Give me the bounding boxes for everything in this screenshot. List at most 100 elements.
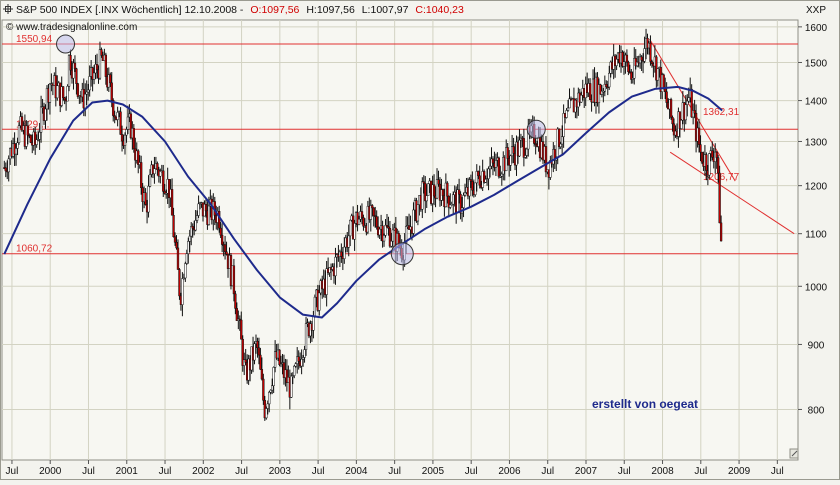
candle-body <box>432 184 436 197</box>
candle-body <box>357 218 361 225</box>
candle-body <box>67 54 71 87</box>
x-tick-label: Jul <box>159 466 172 477</box>
candle-body <box>4 167 7 172</box>
candle-body <box>477 171 480 177</box>
candle-body <box>669 99 673 118</box>
candle-body <box>485 178 489 180</box>
svg-text:S&P 500 INDEX [.INX Wöchentli: S&P 500 INDEX [.INX Wöchentlich] 12.10.2… <box>16 4 464 16</box>
candle-body <box>238 318 241 321</box>
candle-body <box>435 179 439 199</box>
candle-body <box>343 246 346 259</box>
candle-body <box>75 68 78 84</box>
candle-body <box>313 296 317 317</box>
candle-body <box>29 135 32 143</box>
move-icon[interactable] <box>3 4 13 14</box>
x-tick-label: Jul <box>465 466 478 477</box>
x-tick-label: 2001 <box>116 466 139 477</box>
moving-average-layer <box>3 85 723 319</box>
candle-body <box>605 84 608 87</box>
candle-body <box>693 110 696 114</box>
candle-body <box>719 222 723 242</box>
candle-body <box>300 358 303 367</box>
candle-body <box>640 56 643 61</box>
candle-body <box>62 86 65 98</box>
highlight-circle <box>526 119 546 139</box>
candle-body <box>148 174 152 187</box>
candle-body <box>421 181 424 210</box>
candle-body <box>633 58 636 79</box>
candle-body <box>549 159 552 178</box>
candle-body <box>662 74 665 89</box>
y-tick-label: 1200 <box>805 182 828 193</box>
candle-body <box>259 354 262 370</box>
candle-body <box>568 98 571 109</box>
x-tick-label: 2006 <box>498 466 521 477</box>
candle-body <box>390 240 393 247</box>
candle-body <box>240 319 243 340</box>
x-tick-label: Jul <box>618 466 631 477</box>
candle-body <box>600 90 604 95</box>
candle-body <box>290 375 293 398</box>
candle-body <box>544 146 548 173</box>
x-tick-label: 2004 <box>345 466 368 477</box>
candle-body <box>304 323 308 350</box>
candle-body <box>371 205 374 209</box>
candle-body <box>262 378 265 401</box>
header: S&P 500 INDEX [.INX Wöchentlich] 12.10.2… <box>3 4 826 33</box>
candle-body <box>225 251 228 255</box>
candle-body <box>162 170 165 192</box>
candle-body <box>630 71 633 80</box>
candle-body <box>176 247 180 270</box>
candle-body <box>560 136 564 145</box>
candle-body <box>163 191 166 194</box>
y-tick-label: 900 <box>808 340 825 351</box>
candle-body <box>218 211 221 229</box>
candle-body <box>369 205 372 220</box>
x-tick-label: Jul <box>82 466 95 477</box>
candle-body <box>185 253 188 264</box>
candle-body <box>559 143 562 148</box>
candle-body <box>534 143 537 145</box>
candle-body <box>181 278 184 305</box>
candle-body <box>318 292 321 311</box>
candle-body <box>416 204 420 222</box>
candle-body <box>468 179 471 197</box>
candle-body <box>385 225 389 228</box>
candle-body <box>482 171 486 183</box>
candle-body <box>325 268 328 295</box>
candle-body <box>474 182 477 195</box>
candle-body <box>391 229 395 242</box>
resize-handle-icon[interactable] <box>789 448 799 459</box>
candle-body <box>88 76 91 91</box>
candle-body <box>525 148 528 156</box>
candle-body <box>459 193 462 214</box>
x-tick-label: 2003 <box>269 466 292 477</box>
candle-body <box>615 59 618 66</box>
candle-body <box>427 183 430 196</box>
candle-body <box>360 211 364 218</box>
candle-body <box>7 158 10 173</box>
candle-body <box>562 113 565 137</box>
candle-body <box>690 88 693 118</box>
candle-body <box>291 375 294 377</box>
candle-body <box>631 77 634 80</box>
candle-body <box>95 64 99 71</box>
x-tick-label: 2009 <box>728 466 751 477</box>
x-tick-label: Jul <box>312 466 325 477</box>
candle-body <box>603 84 606 92</box>
candle-body <box>285 369 289 383</box>
candle-body <box>374 215 377 217</box>
candle-body <box>144 192 147 205</box>
candle-body <box>84 93 87 109</box>
candle-body <box>478 175 481 186</box>
candle-body <box>697 127 701 145</box>
candle-body <box>172 214 175 238</box>
candle-body <box>120 134 124 142</box>
candle-body <box>137 150 140 165</box>
candle-body <box>207 205 211 225</box>
candle-body <box>656 68 659 81</box>
candle-body <box>123 134 127 146</box>
trend-line-label: 1206,77 <box>703 172 740 183</box>
candle-body <box>500 173 503 177</box>
